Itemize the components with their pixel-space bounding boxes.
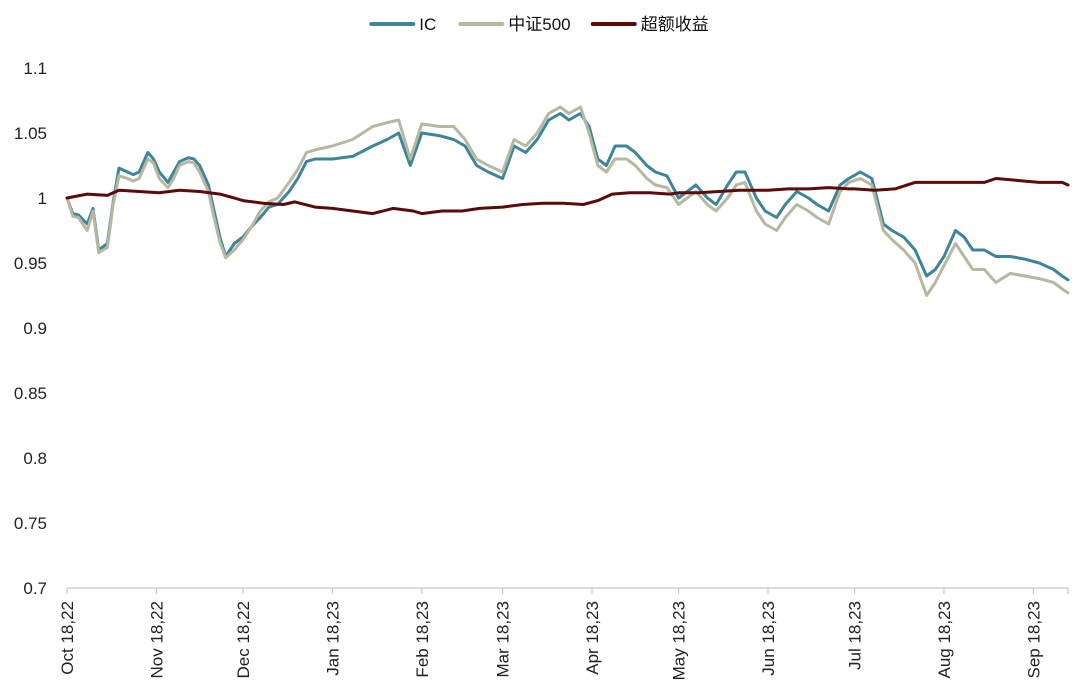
y-tick-label: 1.05 (14, 124, 47, 143)
y-tick-label: 0.85 (14, 384, 47, 403)
y-tick-label: 0.8 (23, 449, 47, 468)
x-tick-label: May 18,23 (670, 601, 689, 680)
series-line-2 (65, 177, 1070, 216)
x-tick-label: Mar 18,23 (494, 601, 513, 678)
y-tick-label: 0.7 (23, 579, 47, 598)
y-tick-label: 0.75 (14, 514, 47, 533)
x-tick-label: Jan 18,23 (323, 601, 342, 676)
x-tick-label: Oct 18,22 (58, 601, 77, 675)
y-axis: 0.7 0.75 0.8 0.85 0.9 0.95 1 1.05 1.1 (14, 59, 47, 598)
series-line-0 (65, 112, 1070, 282)
x-tick-label: Sep 18,23 (1024, 601, 1043, 679)
x-tick-label: Apr 18,23 (583, 601, 602, 675)
x-tick-label: Feb 18,23 (413, 601, 432, 678)
x-tick-label: Dec 18,22 (234, 601, 253, 679)
legend-label-0: IC (419, 15, 436, 34)
legend-label-1: 中证500 (508, 15, 570, 34)
x-tick-label: Jun 18,23 (759, 601, 778, 676)
x-tick-label: Jul 18,23 (846, 601, 865, 670)
y-tick-label: 1.1 (23, 59, 47, 78)
x-tick-label: Aug 18,23 (935, 601, 954, 679)
x-tick-label: Nov 18,22 (147, 601, 166, 679)
y-tick-label: 0.95 (14, 254, 47, 273)
x-axis: Oct 18,22 Nov 18,22 Dec 18,22 Jan 18,23 Feb … (58, 587, 1069, 680)
legend: IC 中证500 超额收益 (369, 15, 709, 34)
y-tick-label: 1 (38, 189, 47, 208)
series-layer (65, 105, 1070, 297)
series-line-1 (65, 105, 1070, 297)
y-tick-label: 0.9 (23, 319, 47, 338)
legend-label-2: 超额收益 (641, 15, 709, 34)
